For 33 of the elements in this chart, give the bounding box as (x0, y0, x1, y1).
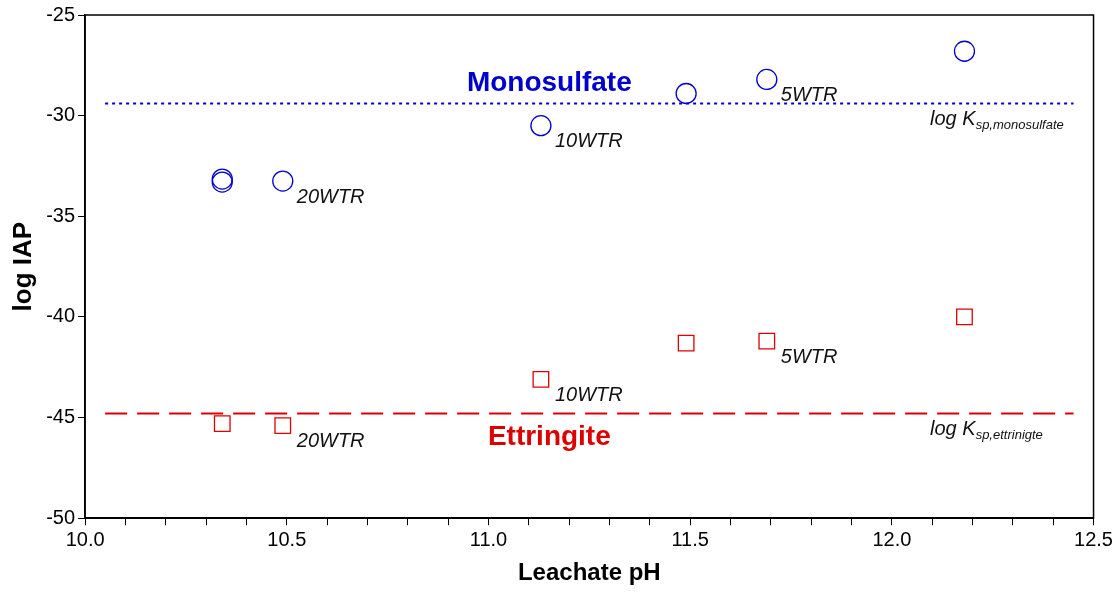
y-tick-label: -50 (46, 505, 76, 528)
point (274, 417, 292, 435)
ref-line-label: Monosulfate (466, 66, 632, 98)
x-tick-label: 10.5 (267, 527, 307, 550)
point (530, 115, 552, 137)
point (756, 68, 778, 91)
point (956, 308, 973, 326)
point (677, 334, 695, 352)
y-axis-title: log IAP (6, 221, 37, 312)
x-tick-label: 12.0 (872, 527, 912, 550)
x-axis-title: Leachate pH (517, 558, 661, 586)
x-tick-label: 10.0 (65, 527, 105, 550)
annotation: 5WTR (780, 344, 838, 367)
annotation: 10WTR (554, 129, 623, 152)
y-tick-label: -45 (46, 405, 76, 428)
x-tick-label: 11.5 (671, 527, 709, 550)
point (675, 82, 697, 105)
ref-line-label: Ettringite (487, 420, 611, 452)
y-tick-label: -30 (46, 103, 76, 126)
annotation: 10WTR (554, 382, 623, 405)
point (213, 415, 231, 433)
point (758, 332, 776, 350)
y-tick-label: -40 (46, 304, 76, 327)
annotation: 20WTR (295, 184, 365, 207)
point (953, 40, 976, 62)
annotation: 20WTR (295, 429, 365, 452)
point (532, 370, 550, 388)
annotation: 5WTR (780, 82, 838, 105)
y-tick-label: -35 (46, 203, 76, 226)
point (272, 170, 294, 192)
y-tick-label: -25 (46, 2, 76, 25)
x-tick-label: 12.5 (1074, 527, 1114, 550)
x-tick-label: 11.0 (469, 527, 508, 550)
